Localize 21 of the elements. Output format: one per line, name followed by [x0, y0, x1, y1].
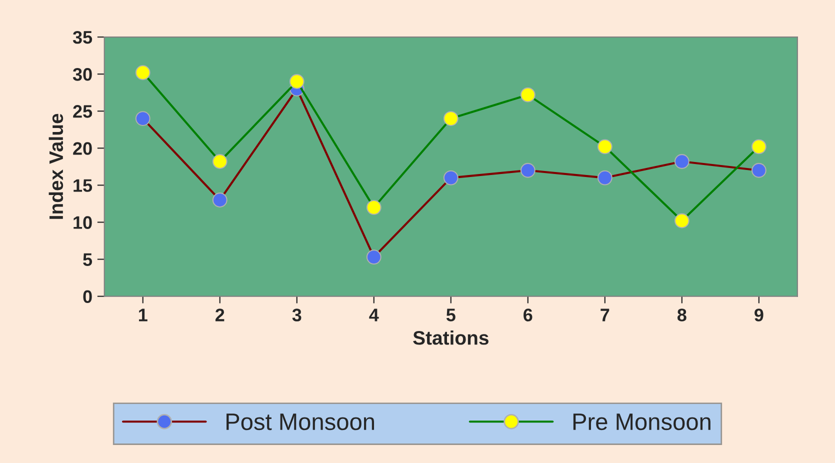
legend-label: Post Monsoon [226, 414, 374, 430]
x-tick-label: 9 [754, 308, 764, 322]
legend-label: Pre Monsoon [573, 414, 710, 430]
y-tick-label: 5 [83, 253, 92, 266]
y-tick-label: 35 [72, 30, 92, 44]
x-tick-label: 2 [215, 308, 224, 322]
x-tick-label: 3 [292, 308, 302, 322]
x-axis-title: Stations [413, 330, 488, 345]
y-tick-label: 10 [74, 216, 92, 229]
y-tick-label: 25 [73, 105, 92, 118]
y-tick-label: 15 [74, 179, 92, 192]
x-tick-label: 6 [524, 308, 532, 322]
y-tick-label: 30 [72, 68, 92, 81]
x-tick-label: 1 [138, 308, 148, 322]
x-tick-label: 4 [369, 308, 379, 322]
x-tick-label: 7 [600, 308, 610, 322]
y-tick-label: 20 [73, 142, 92, 155]
y-axis-title: Index Value [48, 114, 64, 219]
x-tick-label: 8 [677, 308, 686, 322]
x-tick-label: 5 [446, 308, 456, 322]
y-tick-label: 0 [83, 290, 92, 304]
